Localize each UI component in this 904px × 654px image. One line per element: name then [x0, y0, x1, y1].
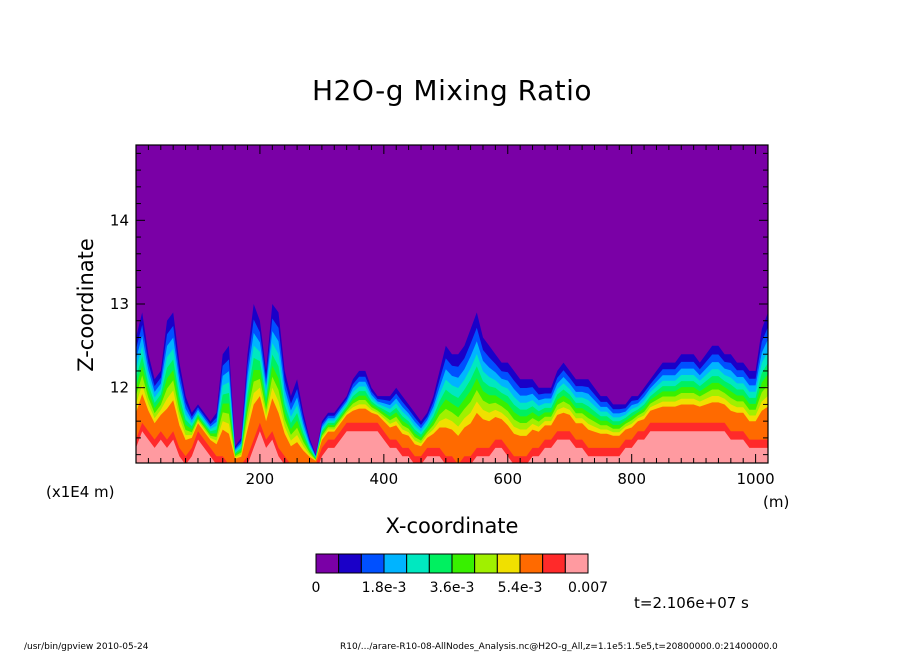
x-tick-label: 1000	[737, 470, 775, 488]
y-tick-label: 12	[110, 379, 129, 397]
contour-band-10	[136, 422, 768, 463]
colorbar-swatch	[315, 553, 340, 574]
time-label: t=2.106e+07 s	[634, 594, 749, 612]
colorbar-swatch	[428, 553, 453, 574]
x-tick-label: 800	[617, 470, 646, 488]
y-tick-label: 14	[110, 211, 129, 229]
x-axis-unit: (m)	[763, 493, 790, 511]
colorbar-tick-label: 0	[312, 580, 321, 596]
colorbar-swatch	[360, 553, 385, 574]
contour-band-11	[136, 431, 768, 463]
colorbar-swatch	[406, 553, 430, 574]
colorbar-swatch	[542, 553, 566, 574]
footer-left: /usr/bin/gpview 2010-05-24	[24, 642, 149, 652]
colorbar-swatch	[338, 553, 362, 574]
colorbar-tick-label: 1.8e-3	[362, 580, 407, 596]
contour-band-9	[136, 394, 768, 463]
x-tick-label: 400	[370, 470, 399, 488]
footer-right: R10/.../arare-R10-08-AllNodes_Analysis.n…	[340, 642, 778, 652]
x-tick-label: 600	[493, 470, 522, 488]
colorbar-tick-label: 5.4e-3	[498, 580, 543, 596]
colorbar-swatch	[383, 553, 408, 574]
colorbar-tick-label: 3.6e-3	[430, 580, 475, 596]
colorbar-swatch	[451, 553, 476, 574]
colorbar-swatch	[474, 553, 498, 574]
colorbar-swatch	[496, 553, 521, 574]
colorbar-tick-label: 0.007	[568, 580, 608, 596]
x-tick-label: 200	[246, 470, 275, 488]
chart-title: H2O-g Mixing Ratio	[311, 74, 593, 107]
y-tick-label: 13	[110, 295, 129, 313]
y-axis-unit: (x1E4 m)	[46, 483, 115, 501]
colorbar-swatch	[519, 553, 544, 574]
x-axis-label: X-coordinate	[385, 514, 519, 538]
colorbar-swatch	[564, 553, 589, 574]
